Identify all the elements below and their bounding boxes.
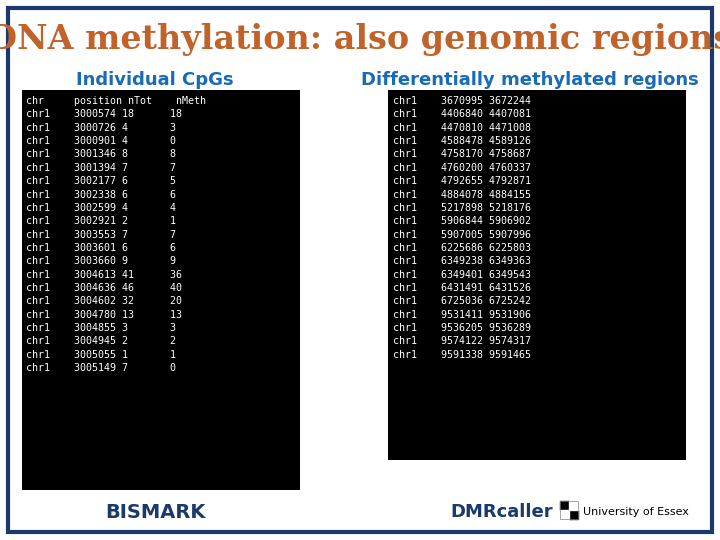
Bar [22, 90, 300, 490]
Text: DNA methylation: also genomic regions: DNA methylation: also genomic regions [0, 24, 720, 57]
Bar [388, 90, 686, 460]
Text: Individual CpGs: Individual CpGs [76, 71, 234, 89]
Text: University of Essex: University of Essex [583, 507, 689, 517]
Bar [560, 501, 578, 519]
Bar [569, 501, 578, 510]
Text: BISMARK: BISMARK [105, 503, 205, 522]
Bar [560, 501, 569, 510]
Bar [560, 510, 569, 519]
Text: DMRcaller: DMRcaller [450, 503, 553, 521]
Text: chr     position nTot    nMeth
chr1    3000574 18      18
chr1    3000726 4     : chr position nTot nMeth chr1 3000574 18 … [26, 96, 206, 373]
Text: chr1    3670995 3672244
chr1    4406840 4407081
chr1    4470810 4471008
chr1    : chr1 3670995 3672244 chr1 4406840 440708… [393, 96, 531, 360]
Text: Differentially methylated regions: Differentially methylated regions [361, 71, 699, 89]
Bar [569, 510, 578, 519]
